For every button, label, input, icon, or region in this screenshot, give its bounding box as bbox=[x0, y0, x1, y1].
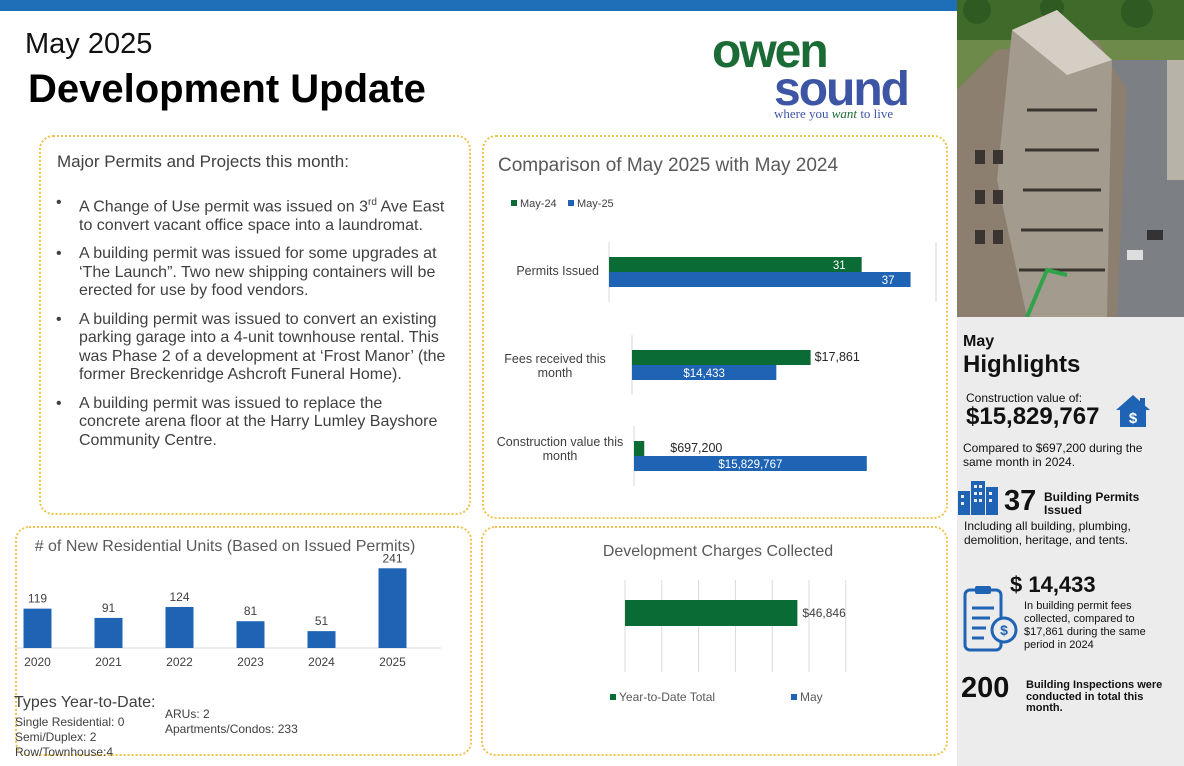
top-accent-bar bbox=[0, 0, 957, 11]
permits-list: • A Change of Use permit was issued on 3… bbox=[56, 194, 448, 460]
data-label: $15,829,767 bbox=[718, 459, 782, 471]
type-arus: ARUs: 2 bbox=[165, 707, 210, 721]
clipboard-dollar-icon: $ bbox=[963, 586, 1018, 652]
permits-panel bbox=[39, 135, 471, 515]
owen-sound-logo: owen sound where you want to live bbox=[712, 27, 910, 121]
data-label: 51 bbox=[315, 614, 329, 628]
tick-label: 2020 bbox=[24, 655, 51, 669]
svg-text:$: $ bbox=[1129, 410, 1138, 427]
list-item: • A building permit was issued to replace… bbox=[56, 394, 438, 449]
comparison-chart-title: Comparison of May 2025 with May 2024 bbox=[498, 155, 839, 176]
type-row: Row/Townhouse:4 bbox=[15, 745, 114, 759]
data-label: $17,861 bbox=[815, 350, 860, 364]
bar-may-24-2 bbox=[634, 441, 645, 456]
permits-issued-note: Including all building, plumbing, demoli… bbox=[964, 519, 1131, 547]
units-panel bbox=[15, 526, 472, 756]
column-2021 bbox=[94, 617, 123, 648]
charges-panel bbox=[481, 526, 948, 756]
units-chart: 119 2020 91 2021 124 2022 81 2023 51 2024 241 2025 bbox=[15, 551, 441, 669]
types-title: Types Year-to-Date: bbox=[14, 694, 156, 711]
data-label: 37 bbox=[882, 275, 895, 287]
highlights-sidebar bbox=[957, 317, 1184, 766]
bar-may-24-0 bbox=[609, 257, 862, 272]
charges-chart: $46,846 Year-to-Date Total May bbox=[610, 580, 847, 704]
legend-label-may25: May-25 bbox=[577, 198, 614, 210]
logo-owen: owen bbox=[712, 27, 827, 78]
data-label: $697,200 bbox=[670, 441, 722, 455]
fees-collected-note: In building permit fees collected, compa… bbox=[1024, 600, 1146, 651]
legend-swatch-may24 bbox=[511, 200, 517, 206]
data-label: 241 bbox=[382, 551, 402, 565]
column-2023 bbox=[236, 621, 265, 648]
tick-label: 2023 bbox=[237, 655, 264, 669]
types-left: Single Residential: 0 Semi/Duplex: 2 Row… bbox=[15, 715, 124, 760]
legend-swatch-may bbox=[791, 694, 797, 700]
bar-may-25-2 bbox=[634, 456, 867, 471]
type-single: Single Residential: 0 bbox=[15, 715, 125, 729]
category-label: month bbox=[538, 366, 573, 380]
list-item: • A building permit was issued for some u… bbox=[56, 245, 437, 300]
data-label: $14,433 bbox=[683, 368, 725, 380]
types-right: ARUs: 2 Apartments/Condos: 233 bbox=[165, 707, 298, 737]
data-label: 124 bbox=[169, 590, 189, 604]
tick-label: 2025 bbox=[379, 655, 406, 669]
construction-value: $15,829,767 bbox=[966, 403, 1100, 430]
category-label: Permits Issued bbox=[516, 264, 599, 278]
logo-sound: sound bbox=[774, 63, 908, 116]
bar-may-25-1 bbox=[632, 365, 777, 380]
column-2020 bbox=[23, 608, 52, 648]
data-label: 91 bbox=[102, 601, 116, 615]
inspections-count: 200 bbox=[961, 672, 1010, 704]
permits-issued-count: 37 bbox=[1004, 485, 1037, 517]
bar-may-25-0 bbox=[609, 272, 911, 287]
tick-label: 2024 bbox=[308, 655, 335, 669]
tick-label: 2021 bbox=[95, 655, 122, 669]
construction-value-label: Construction value of: bbox=[966, 391, 1083, 405]
highlights-month: May bbox=[963, 333, 995, 350]
category-label: month bbox=[543, 449, 578, 463]
list-item: • A Change of Use permit was issued on 3… bbox=[56, 194, 445, 234]
report-month: May 2025 bbox=[25, 28, 153, 60]
data-label: 81 bbox=[244, 604, 258, 618]
type-semi: Semi/Duplex: 2 bbox=[15, 730, 97, 744]
list-item: • A building permit was issued to convert… bbox=[56, 310, 446, 384]
house-dollar-icon: $ bbox=[1116, 395, 1150, 427]
permits-heading: Major Permits and Projects this month: bbox=[57, 152, 349, 171]
buildings-icon bbox=[958, 481, 998, 515]
comparison-panel bbox=[482, 135, 948, 519]
comparison-chart: May-24 May-25 Permits Issued 31 37 Fees recei… bbox=[497, 198, 937, 486]
data-label: $46,846 bbox=[802, 606, 846, 620]
construction-photo bbox=[957, 0, 1184, 317]
page-title: Development Update bbox=[28, 67, 426, 111]
tick-label: 2022 bbox=[166, 655, 193, 669]
bar-may-24-1 bbox=[632, 350, 811, 365]
legend-swatch-may25 bbox=[568, 200, 574, 206]
data-label: 31 bbox=[833, 260, 846, 272]
data-label: 119 bbox=[28, 592, 47, 606]
charges-chart-title: Development Charges Collected bbox=[602, 543, 834, 560]
legend-label-may24: May-24 bbox=[520, 198, 557, 210]
type-apartments: Apartments/Condos: 233 bbox=[165, 722, 298, 736]
inspections-label: Building Inspections were conducted in t… bbox=[1026, 679, 1163, 714]
legend-label-may: May bbox=[800, 690, 823, 704]
highlights-title: Highlights bbox=[963, 351, 1081, 378]
permits-issued-label: Building Permits Issued bbox=[1044, 490, 1140, 517]
column-2025 bbox=[378, 568, 407, 648]
legend-swatch-ytd bbox=[610, 694, 616, 700]
svg-text:$: $ bbox=[1000, 622, 1008, 638]
category-label: Construction value this bbox=[497, 435, 623, 449]
fees-collected-value: $ 14,433 bbox=[1010, 572, 1096, 597]
bar-year-to-date bbox=[625, 600, 798, 626]
construction-value-note: Compared to $697,200 during the same mon… bbox=[963, 441, 1143, 469]
column-2024 bbox=[307, 631, 336, 648]
category-label: Fees received this bbox=[504, 352, 605, 366]
column-2022 bbox=[165, 606, 194, 648]
units-chart-title: # of New Residential Units (Based on Iss… bbox=[34, 538, 416, 555]
logo-tagline: where you want to live bbox=[774, 106, 893, 121]
legend-label-ytd: Year-to-Date Total bbox=[619, 690, 715, 704]
